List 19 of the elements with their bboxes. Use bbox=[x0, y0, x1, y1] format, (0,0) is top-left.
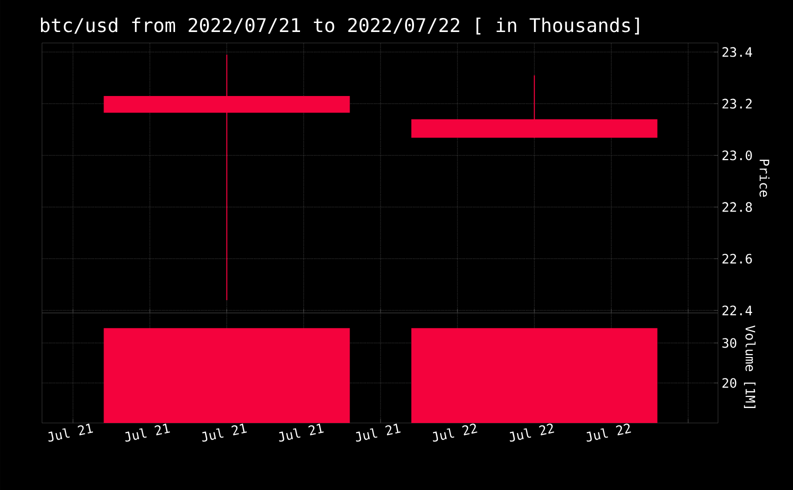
x-tick-label: Jul 21 bbox=[279, 424, 324, 442]
x-tick-label: Jul 21 bbox=[202, 424, 247, 442]
y-tick-label: 20 bbox=[722, 378, 736, 388]
x-tick-label: Jul 22 bbox=[510, 424, 554, 442]
x-tick-label: Jul 21 bbox=[356, 424, 401, 442]
x-tick-label: Jul 21 bbox=[125, 424, 170, 442]
x-tick-label: Jul 22 bbox=[586, 424, 632, 442]
y-axis-title: Volume [1M] bbox=[744, 325, 756, 408]
y-tick-label: 30 bbox=[722, 338, 736, 348]
x-tick-label: Jul 21 bbox=[48, 424, 93, 442]
y-tick-label: 22.6 bbox=[722, 254, 752, 264]
y-tick-label: 23.2 bbox=[722, 98, 752, 109]
y-tick-label: 22.4 bbox=[722, 306, 752, 316]
y-axis-title: Price bbox=[760, 160, 770, 197]
y-tick-label: 23.0 bbox=[722, 150, 752, 160]
chart-title: btc/usd from 2022/07/21 to 2022/07/22 [ in Thousands] bbox=[40, 18, 639, 34]
x-tick-label: Jul 22 bbox=[432, 424, 478, 442]
y-tick-label: 22.8 bbox=[722, 202, 752, 212]
y-tick-label: 23.4 bbox=[722, 47, 752, 57]
